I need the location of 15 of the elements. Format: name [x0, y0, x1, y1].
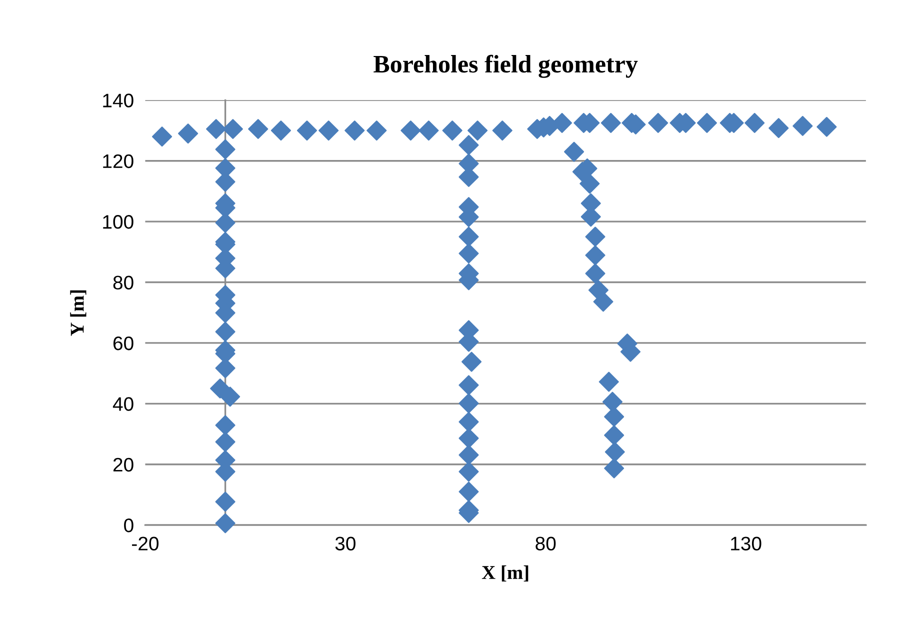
- x-tick-label: -20: [132, 536, 159, 550]
- x-tick-label: 80: [536, 536, 556, 550]
- y-tick-label: 100: [103, 215, 134, 229]
- y-tick-label: 20: [113, 458, 134, 472]
- y-tick-label: 40: [112, 397, 134, 411]
- y-tick-label: 0: [124, 518, 134, 532]
- y-tick-label: 120: [103, 154, 134, 168]
- y-tick-label: 140: [103, 94, 134, 108]
- x-tick-label: 30: [335, 536, 356, 550]
- x-axis-title: X [m]: [482, 565, 528, 582]
- x-tick-label: 130: [731, 536, 762, 550]
- y-axis-title: Y [m]: [70, 290, 86, 336]
- y-tick-label: 60: [113, 336, 134, 350]
- y-tick-label: 80: [113, 276, 134, 290]
- chart-title: Boreholes field geometry: [374, 54, 638, 78]
